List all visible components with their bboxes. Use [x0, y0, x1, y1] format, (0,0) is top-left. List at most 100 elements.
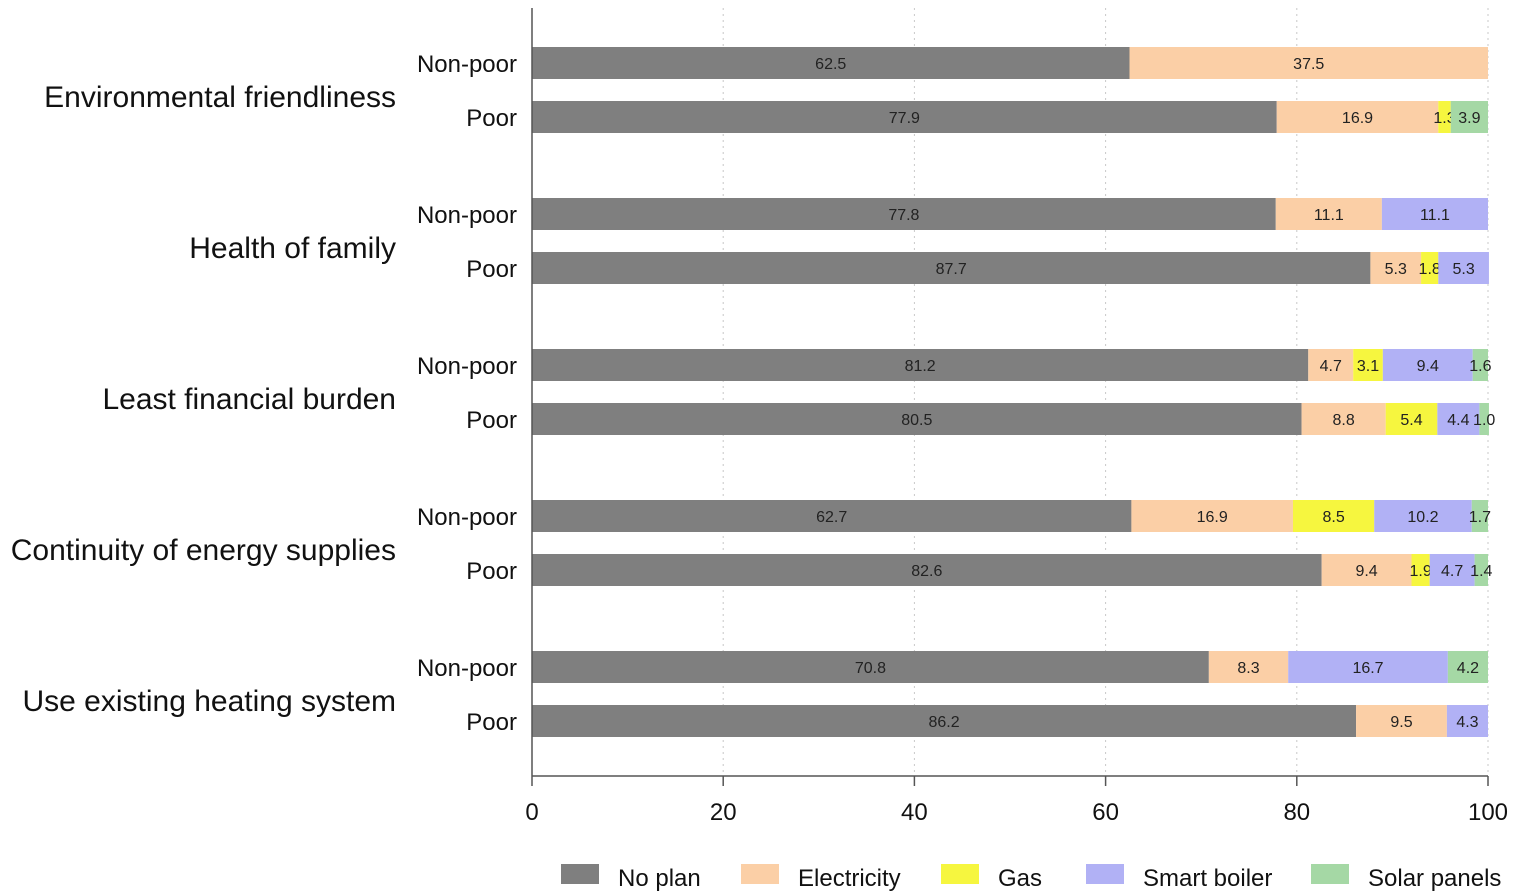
x-tick-label: 80 [1283, 799, 1310, 826]
segment-value-label: 9.5 [1390, 714, 1412, 731]
bar-segment [1370, 252, 1422, 284]
bar-segment [1301, 403, 1386, 435]
bars: 62.5 37.5 77.9 16.9 1.3 3.9 77.8 11.1 11.1 87.7 5.… [532, 47, 1495, 737]
group-label: Health of family [189, 232, 396, 265]
legend-swatch [1311, 864, 1349, 884]
bar-segment [1429, 554, 1475, 586]
bar-segment [1438, 101, 1451, 133]
bar-segment [532, 651, 1209, 683]
bar-row-label: Non-poor [417, 202, 517, 229]
bar-segment [1381, 198, 1488, 230]
segment-value-label: 87.7 [936, 261, 967, 278]
legend-label: No plan [618, 865, 701, 892]
segment-value-label: 70.8 [855, 660, 886, 677]
bar-segment [1437, 403, 1480, 435]
legend-label: Solar panels [1368, 865, 1501, 892]
bar-segment [1411, 554, 1430, 586]
segment-value-label: 1.7 [1469, 509, 1491, 526]
segment-value-label: 5.4 [1400, 412, 1422, 429]
x-tick-label: 100 [1468, 799, 1508, 826]
segment-value-label: 81.2 [905, 358, 936, 375]
segment-value-label: 1.9 [1409, 563, 1431, 580]
segment-value-label: 1.0 [1473, 412, 1495, 429]
segment-value-label: 5.3 [1385, 261, 1407, 278]
bar-segment [1321, 554, 1412, 586]
legend: No plan Electricity Gas Smart boiler Solar p… [561, 864, 1501, 892]
segment-value-label: 9.4 [1355, 563, 1377, 580]
bar-segment [1438, 252, 1489, 284]
bar-segment [532, 403, 1302, 435]
segment-value-label: 77.9 [889, 110, 920, 127]
bar-segment [1446, 705, 1488, 737]
bar-segment [532, 198, 1276, 230]
segment-value-label: 4.3 [1456, 714, 1478, 731]
segment-value-label: 1.3 [1433, 110, 1455, 127]
segment-value-label: 62.7 [816, 509, 847, 526]
bar-segment [532, 349, 1309, 381]
segment-value-label: 8.3 [1237, 660, 1259, 677]
bar-segment [1356, 705, 1447, 737]
segment-value-label: 1.4 [1470, 563, 1492, 580]
segment-value-label: 9.4 [1417, 358, 1439, 375]
bar-segment [1292, 500, 1375, 532]
bar-row-label: Non-poor [417, 655, 517, 682]
group-label: Use existing heating system [22, 685, 396, 718]
segment-value-label: 11.1 [1420, 207, 1450, 224]
bar-segment [1276, 101, 1439, 133]
segment-value-label: 1.6 [1469, 358, 1491, 375]
segment-value-label: 62.5 [815, 56, 846, 73]
bar-segment [1275, 198, 1382, 230]
bar-row-label: Poor [466, 407, 517, 434]
bar-segment [532, 554, 1322, 586]
bar-segment [1421, 252, 1439, 284]
bar-row-label: Non-poor [417, 353, 517, 380]
segment-value-label: 4.7 [1320, 358, 1342, 375]
x-tick-label: 20 [710, 799, 737, 826]
segment-value-label: 3.9 [1458, 110, 1480, 127]
bar-row-label: Poor [466, 256, 517, 283]
segment-value-label: 5.3 [1452, 261, 1474, 278]
bar-segment [1374, 500, 1472, 532]
segment-value-label: 16.9 [1342, 110, 1373, 127]
segment-value-label: 37.5 [1293, 56, 1324, 73]
bar-segment [1471, 500, 1488, 532]
bar-segment [1479, 403, 1489, 435]
legend-swatch [561, 864, 599, 884]
segment-value-label: 4.2 [1457, 660, 1479, 677]
segment-value-label: 77.8 [888, 207, 919, 224]
bar-segment [1308, 349, 1354, 381]
segment-value-label: 1.8 [1419, 261, 1441, 278]
x-tick-label: 60 [1092, 799, 1119, 826]
segment-value-label: 16.7 [1352, 660, 1383, 677]
group-label: Least financial burden [102, 383, 396, 416]
bar-row-label: Poor [466, 558, 517, 585]
bar-segment [1131, 500, 1293, 532]
legend-label: Gas [998, 865, 1042, 892]
legend-label: Electricity [798, 865, 901, 892]
bar-segment [1129, 47, 1488, 79]
segment-value-label: 16.9 [1197, 509, 1228, 526]
bar-row-label: Poor [466, 709, 517, 736]
bar-segment [1353, 349, 1383, 381]
segment-value-label: 80.5 [901, 412, 932, 429]
group-label: Environmental friendliness [44, 81, 396, 114]
segment-value-label: 11.1 [1314, 207, 1344, 224]
segment-value-label: 3.1 [1357, 358, 1379, 375]
x-axis: 0 20 40 60 80 100 [525, 8, 1508, 826]
x-tick-label: 40 [901, 799, 928, 826]
category-labels: Non-poor Poor Environmental friendliness No… [11, 51, 517, 736]
bar-segment [1208, 651, 1289, 683]
bar-segment [532, 252, 1371, 284]
bar-segment [1450, 101, 1488, 133]
bar-segment [532, 47, 1130, 79]
segment-value-label: 4.4 [1447, 412, 1469, 429]
segment-value-label: 82.6 [911, 563, 942, 580]
segment-value-label: 8.8 [1333, 412, 1355, 429]
bar-segment [1472, 349, 1488, 381]
bar-segment [1474, 554, 1488, 586]
bar-segment [532, 500, 1132, 532]
legend-swatch [741, 864, 779, 884]
bar-segment [532, 705, 1357, 737]
bar-row-label: Poor [466, 105, 517, 132]
